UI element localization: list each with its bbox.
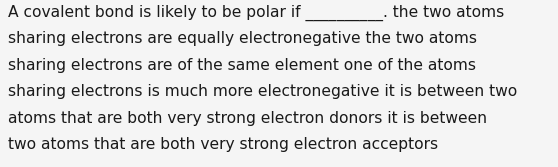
Text: A covalent bond is likely to be polar if __________. the two atoms: A covalent bond is likely to be polar if… xyxy=(8,5,504,21)
Text: two atoms that are both very strong electron acceptors: two atoms that are both very strong elec… xyxy=(8,137,439,152)
Text: sharing electrons is much more electronegative it is between two: sharing electrons is much more electrone… xyxy=(8,84,518,99)
Text: sharing electrons are of the same element one of the atoms: sharing electrons are of the same elemen… xyxy=(8,58,477,73)
Text: sharing electrons are equally electronegative the two atoms: sharing electrons are equally electroneg… xyxy=(8,31,478,46)
Text: atoms that are both very strong electron donors it is between: atoms that are both very strong electron… xyxy=(8,111,488,126)
